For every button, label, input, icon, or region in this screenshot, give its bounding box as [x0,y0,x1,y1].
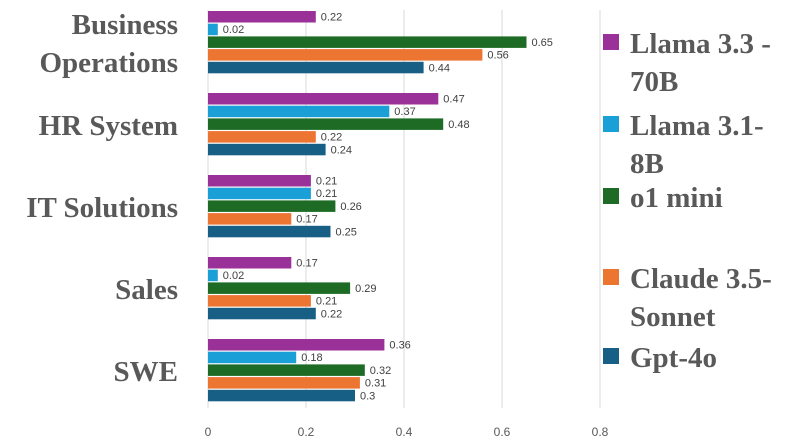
x-tick-label: 0 [205,425,212,439]
data-label: 0.36 [389,340,410,352]
bar [208,105,390,118]
data-label: 0.21 [316,188,337,200]
bar [208,61,424,74]
legend-label: o1 mini [630,182,723,214]
bar [208,187,311,200]
bar [208,213,292,225]
data-label: 0.21 [316,176,337,188]
data-label: 0.21 [316,296,337,308]
bar [208,377,360,389]
x-tick-label: 0.4 [396,425,413,439]
bar [208,295,311,307]
data-label: 0.65 [532,37,553,49]
legend-label: 70B [630,66,678,98]
legend-label: Gpt-4o [630,342,717,374]
legend-swatch [603,188,619,204]
bar [208,269,218,282]
x-tick-label: 0.8 [592,425,609,439]
data-label: 0.37 [394,106,415,118]
data-label: 0.17 [296,258,317,270]
data-label: 0.29 [355,283,376,295]
data-label: 0.24 [331,144,352,156]
data-label: 0.02 [223,270,244,282]
data-label: 0.48 [448,119,469,131]
bar [208,339,385,351]
legend-label: Llama 3.1- [630,110,764,142]
data-label: 0.18 [301,352,322,364]
data-label: 0.47 [443,94,464,106]
bar [208,200,336,212]
data-label: 0.25 [336,226,357,238]
bar [208,23,218,36]
bar [208,175,311,187]
bar [208,364,365,376]
bar [208,389,355,402]
category-label: SWE [114,356,178,388]
data-label: 0.56 [487,50,508,62]
data-label: 0.3 [360,390,375,402]
legend-label: Llama 3.3 - [630,28,771,60]
data-label: 0.02 [223,24,244,36]
bar [208,282,351,294]
category-label: Operations [39,47,178,79]
bar [208,36,527,48]
x-tick-label: 0.6 [494,425,511,439]
data-labels: 0.220.020.650.560.440.470.370.480.220.24… [223,12,553,403]
legend-label: Claude 3.5- [630,263,772,295]
category-label: Business [72,9,178,41]
bar [208,225,331,238]
bar [208,257,292,269]
data-label: 0.22 [321,12,342,24]
bar [208,351,297,364]
data-label: 0.17 [296,214,317,226]
bar [208,49,483,61]
data-label: 0.26 [340,201,361,213]
data-label: 0.22 [321,308,342,320]
bar [208,131,316,143]
data-label: 0.31 [365,378,386,390]
bar [208,118,444,130]
category-label: IT Solutions [26,192,178,224]
bar [208,93,439,105]
legend-label: 8B [630,148,664,180]
legend-swatch [603,348,619,364]
bars [208,11,527,402]
legend-swatch [603,34,619,50]
data-label: 0.44 [429,62,450,74]
bar [208,307,316,320]
bar [208,143,326,156]
legend-swatch [603,269,619,285]
category-label: Sales [115,274,178,306]
data-label: 0.22 [321,132,342,144]
legend-label: Sonnet [630,301,716,333]
bar [208,11,316,23]
x-axis-tick-labels: 0 0.2 0.4 0.6 0.8 [205,425,609,439]
category-labels: Business Operations HR System IT Solutions S… [26,9,178,388]
x-tick-label: 0.2 [298,425,315,439]
category-label: HR System [39,110,178,142]
legend-swatch [603,116,619,132]
data-label: 0.32 [370,365,391,377]
